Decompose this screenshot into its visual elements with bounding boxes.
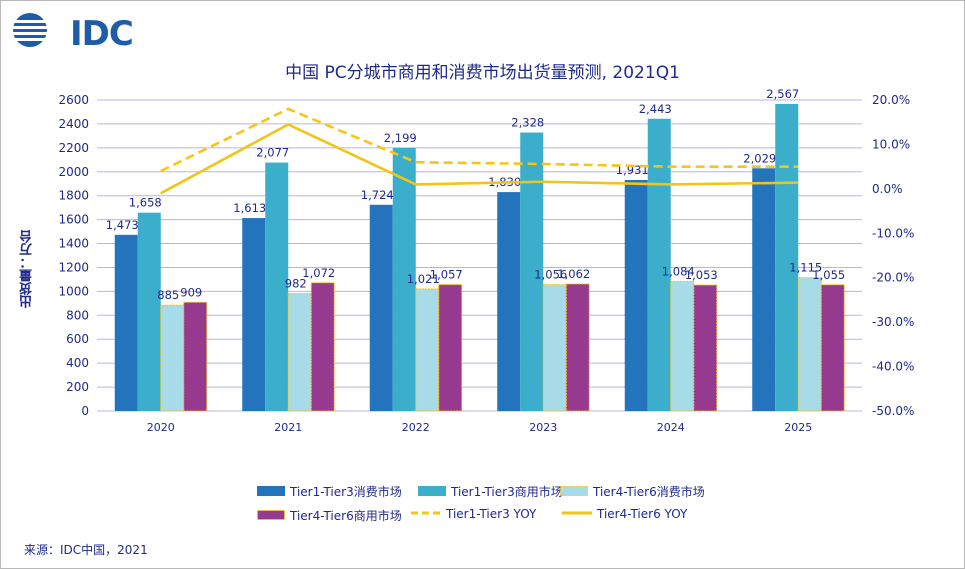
legend-label-t46-consumer: Tier4-Tier6消费市场 [593,485,705,499]
data-label: 1,055 [812,268,845,282]
legend-label-t13-yoy: Tier1-Tier3 YOY [446,507,537,521]
bar-2025-s1 [775,103,799,411]
y-tick-label: 1800 [58,189,89,203]
y-tick-label: 2200 [58,141,89,155]
y-tick-label: 600 [66,332,89,346]
data-label: 1,021 [407,272,440,286]
chart-title: 中国 PC分城市商用和消费市场出货量预测, 2021Q1 [285,63,680,83]
y2-tick-label: 0.0% [872,182,903,196]
bar-2023-s2 [542,284,567,412]
x-tick-label: 2021 [274,421,302,434]
x-tick-label: 2025 [784,421,812,434]
legend-label-t46-yoy: Tier4-Tier6 YOY [597,507,688,521]
data-label: 982 [285,277,307,291]
bar-2025-s3 [820,284,845,412]
data-label: 1,473 [106,218,139,232]
x-tick-label: 2020 [147,421,175,434]
bar-2022-s2 [415,288,440,412]
y2-tick-label: 20.0% [872,93,910,107]
bar-2025-s0 [752,168,776,411]
x-tick-label: 2024 [657,421,685,434]
bar-2022-s3 [438,284,463,412]
y-tick-label: 0 [81,404,89,418]
bar-2020-s2 [160,304,185,412]
idc-globe-icon [13,13,47,47]
data-label: 1,613 [233,201,266,215]
data-label: 1,056 [534,268,567,282]
legend-swatch-t13-yoy [411,511,441,515]
bar-2020-s1 [137,212,161,411]
data-label: 1,062 [557,267,590,281]
bar-2025-s2 [797,277,822,412]
bar-2022-s0 [369,204,393,411]
bar-2024-s1 [647,118,671,412]
data-label: 2,029 [743,151,776,165]
y-tick-label: 1600 [58,213,89,227]
data-label: 2,328 [511,116,544,130]
legend-swatch-t46-commercial [257,510,285,520]
y-tick-label: 1000 [58,284,89,298]
data-label: 1,057 [430,268,463,282]
bar-2022-s1 [392,147,416,412]
y-tick-label: 2600 [58,93,89,107]
bar-2023-s0 [497,192,521,411]
source-note: 来源：IDC中国，2021 [24,543,148,557]
data-label: 1,084 [662,264,695,278]
series-line-t13-yoy [160,107,799,173]
bar-2024-s2 [670,280,695,412]
y2-tick-label: -20.0% [872,271,914,285]
bar-2021-s2 [287,293,312,412]
bar-2024-s0 [624,180,648,411]
bar-2024-s3 [693,284,718,412]
bar-2021-s0 [242,218,266,411]
data-label: 909 [180,285,202,299]
legend-label-t13-consumer: Tier1-Tier3消费市场 [290,485,402,499]
data-label: 1,115 [789,261,822,275]
data-label: 1,053 [685,268,718,282]
legend-label-t46-commercial: Tier4-Tier6商用市场 [290,509,402,523]
y-tick-label: 2400 [58,117,89,131]
y-tick-label: 1400 [58,237,89,251]
data-label: 2,443 [639,102,672,116]
y2-tick-label: -40.0% [872,360,914,374]
y2-tick-label: 10.0% [872,137,910,151]
data-label: 2,567 [766,87,799,101]
y-tick-label: 800 [66,308,89,322]
legend-swatch-t46-yoy [562,511,592,515]
series-line-t46-yoy [160,123,799,195]
bar-2020-s0 [114,234,138,411]
y-tick-label: 2000 [58,165,89,179]
y-tick-label: 1200 [58,260,89,274]
legend-swatch-t13-consumer [257,486,285,496]
data-label: 2,199 [384,131,417,145]
data-label: 1,724 [361,188,394,202]
bar-2020-s3 [183,301,208,412]
legend-swatch-t46-consumer [560,486,588,496]
idc-logo: IDC [10,10,140,54]
y2-tick-label: -50.0% [872,404,914,418]
bar-2021-s3 [310,282,335,412]
bar-2023-s1 [520,132,544,411]
y-tick-label: 200 [66,380,89,394]
data-label: 885 [157,288,179,302]
y2-tick-label: -30.0% [872,315,914,329]
data-label: 2,077 [256,146,289,160]
y2-tick-label: -10.0% [872,226,914,240]
data-label: 1,658 [129,196,162,210]
bar-2023-s3 [565,283,590,412]
x-tick-label: 2023 [529,421,557,434]
legend-swatch-t13-commercial [418,486,446,496]
data-label: 1,072 [302,266,335,280]
y-tick-label: 400 [66,356,89,370]
logo-text: IDC [70,14,134,54]
x-tick-label: 2022 [402,421,430,434]
bar-2021-s1 [265,162,289,411]
legend-label-t13-commercial: Tier1-Tier3商用市场 [451,485,563,499]
